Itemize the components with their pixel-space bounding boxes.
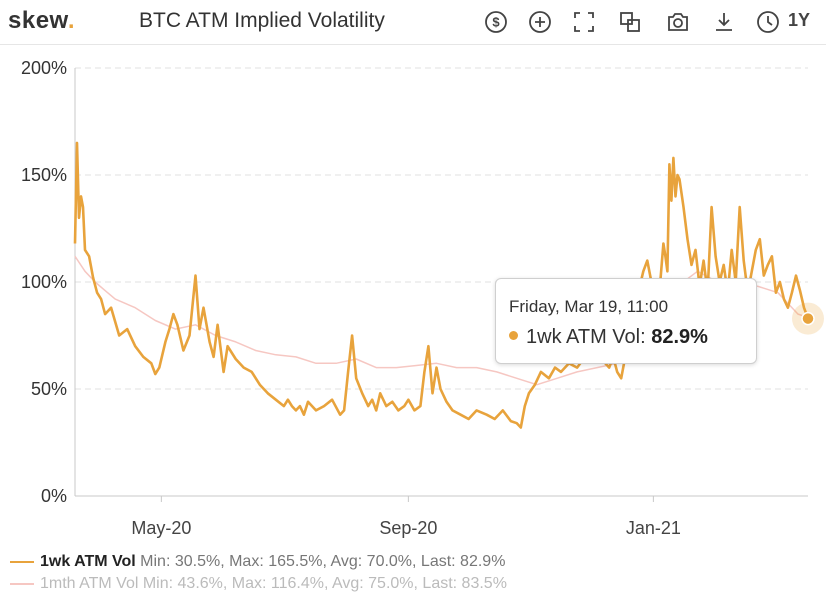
chart-title: BTC ATM Implied Volatility — [139, 9, 385, 32]
x-tick-label: Jan-21 — [626, 518, 681, 538]
tooltip-date: Friday, Mar 19, 11:00 — [509, 297, 669, 316]
legend-secondary-text: 1mth ATM Vol Min: 43.6%, Max: 116.4%, Av… — [40, 575, 507, 592]
plus-circle-icon — [529, 11, 551, 33]
history-button[interactable] — [754, 8, 782, 36]
logo-text: skew — [8, 7, 68, 34]
chart-area: 0% 50% 100% 150% 200% May-20 Sep-20 Jan-21 — [21, 58, 824, 538]
x-tick-label: May-20 — [131, 518, 191, 538]
currency-button[interactable]: $ — [482, 8, 510, 36]
tooltip: Friday, Mar 19, 11:00 1wk ATM Vol: 82.9% — [495, 278, 757, 364]
download-icon — [716, 13, 732, 31]
tooltip-row: 1wk ATM Vol: 82.9% — [509, 326, 708, 349]
y-tick-label: 50% — [31, 379, 67, 399]
tooltip-series-label: 1wk ATM Vol: — [526, 326, 646, 348]
legend-primary-stats: Min: 30.5%, Max: 165.5%, Avg: 70.0%, Las… — [140, 553, 506, 570]
add-series-button[interactable] — [526, 8, 554, 36]
fullscreen-button[interactable] — [570, 8, 598, 36]
fullscreen-icon — [574, 12, 594, 32]
x-tick-label: Sep-20 — [379, 518, 437, 538]
legend-primary[interactable]: 1wk ATM Vol Min: 30.5%, Max: 165.5%, Avg… — [10, 553, 505, 571]
tooltip-value: 82.9% — [651, 326, 708, 348]
y-tick-label: 0% — [41, 486, 67, 506]
range-selector[interactable]: 1Y — [788, 10, 811, 30]
y-tick-label: 100% — [21, 272, 67, 292]
logo-dot: . — [67, 7, 75, 34]
download-button[interactable] — [710, 8, 738, 36]
legend-primary-name: 1wk ATM Vol — [40, 553, 136, 570]
hover-point-marker — [801, 311, 815, 326]
legend-secondary[interactable]: 1mth ATM Vol Min: 43.6%, Max: 116.4%, Av… — [10, 575, 507, 593]
legend-swatch-primary — [10, 560, 34, 563]
screenshot-button[interactable] — [664, 8, 692, 36]
dollar-icon: $ — [485, 11, 507, 33]
legend-swatch-secondary — [10, 582, 34, 585]
svg-text:$: $ — [492, 15, 500, 30]
tooltip-series-dot — [509, 331, 518, 341]
compare-icon — [620, 12, 640, 32]
y-tick-label: 150% — [21, 165, 67, 185]
skew-logo[interactable]: skew. — [8, 7, 75, 35]
header-bar: skew. BTC ATM Implied Volatility $ 1Y — [0, 0, 826, 45]
y-tick-label: 200% — [21, 58, 67, 78]
camera-icon — [668, 13, 688, 31]
history-icon — [757, 11, 779, 33]
compare-button[interactable] — [616, 8, 644, 36]
